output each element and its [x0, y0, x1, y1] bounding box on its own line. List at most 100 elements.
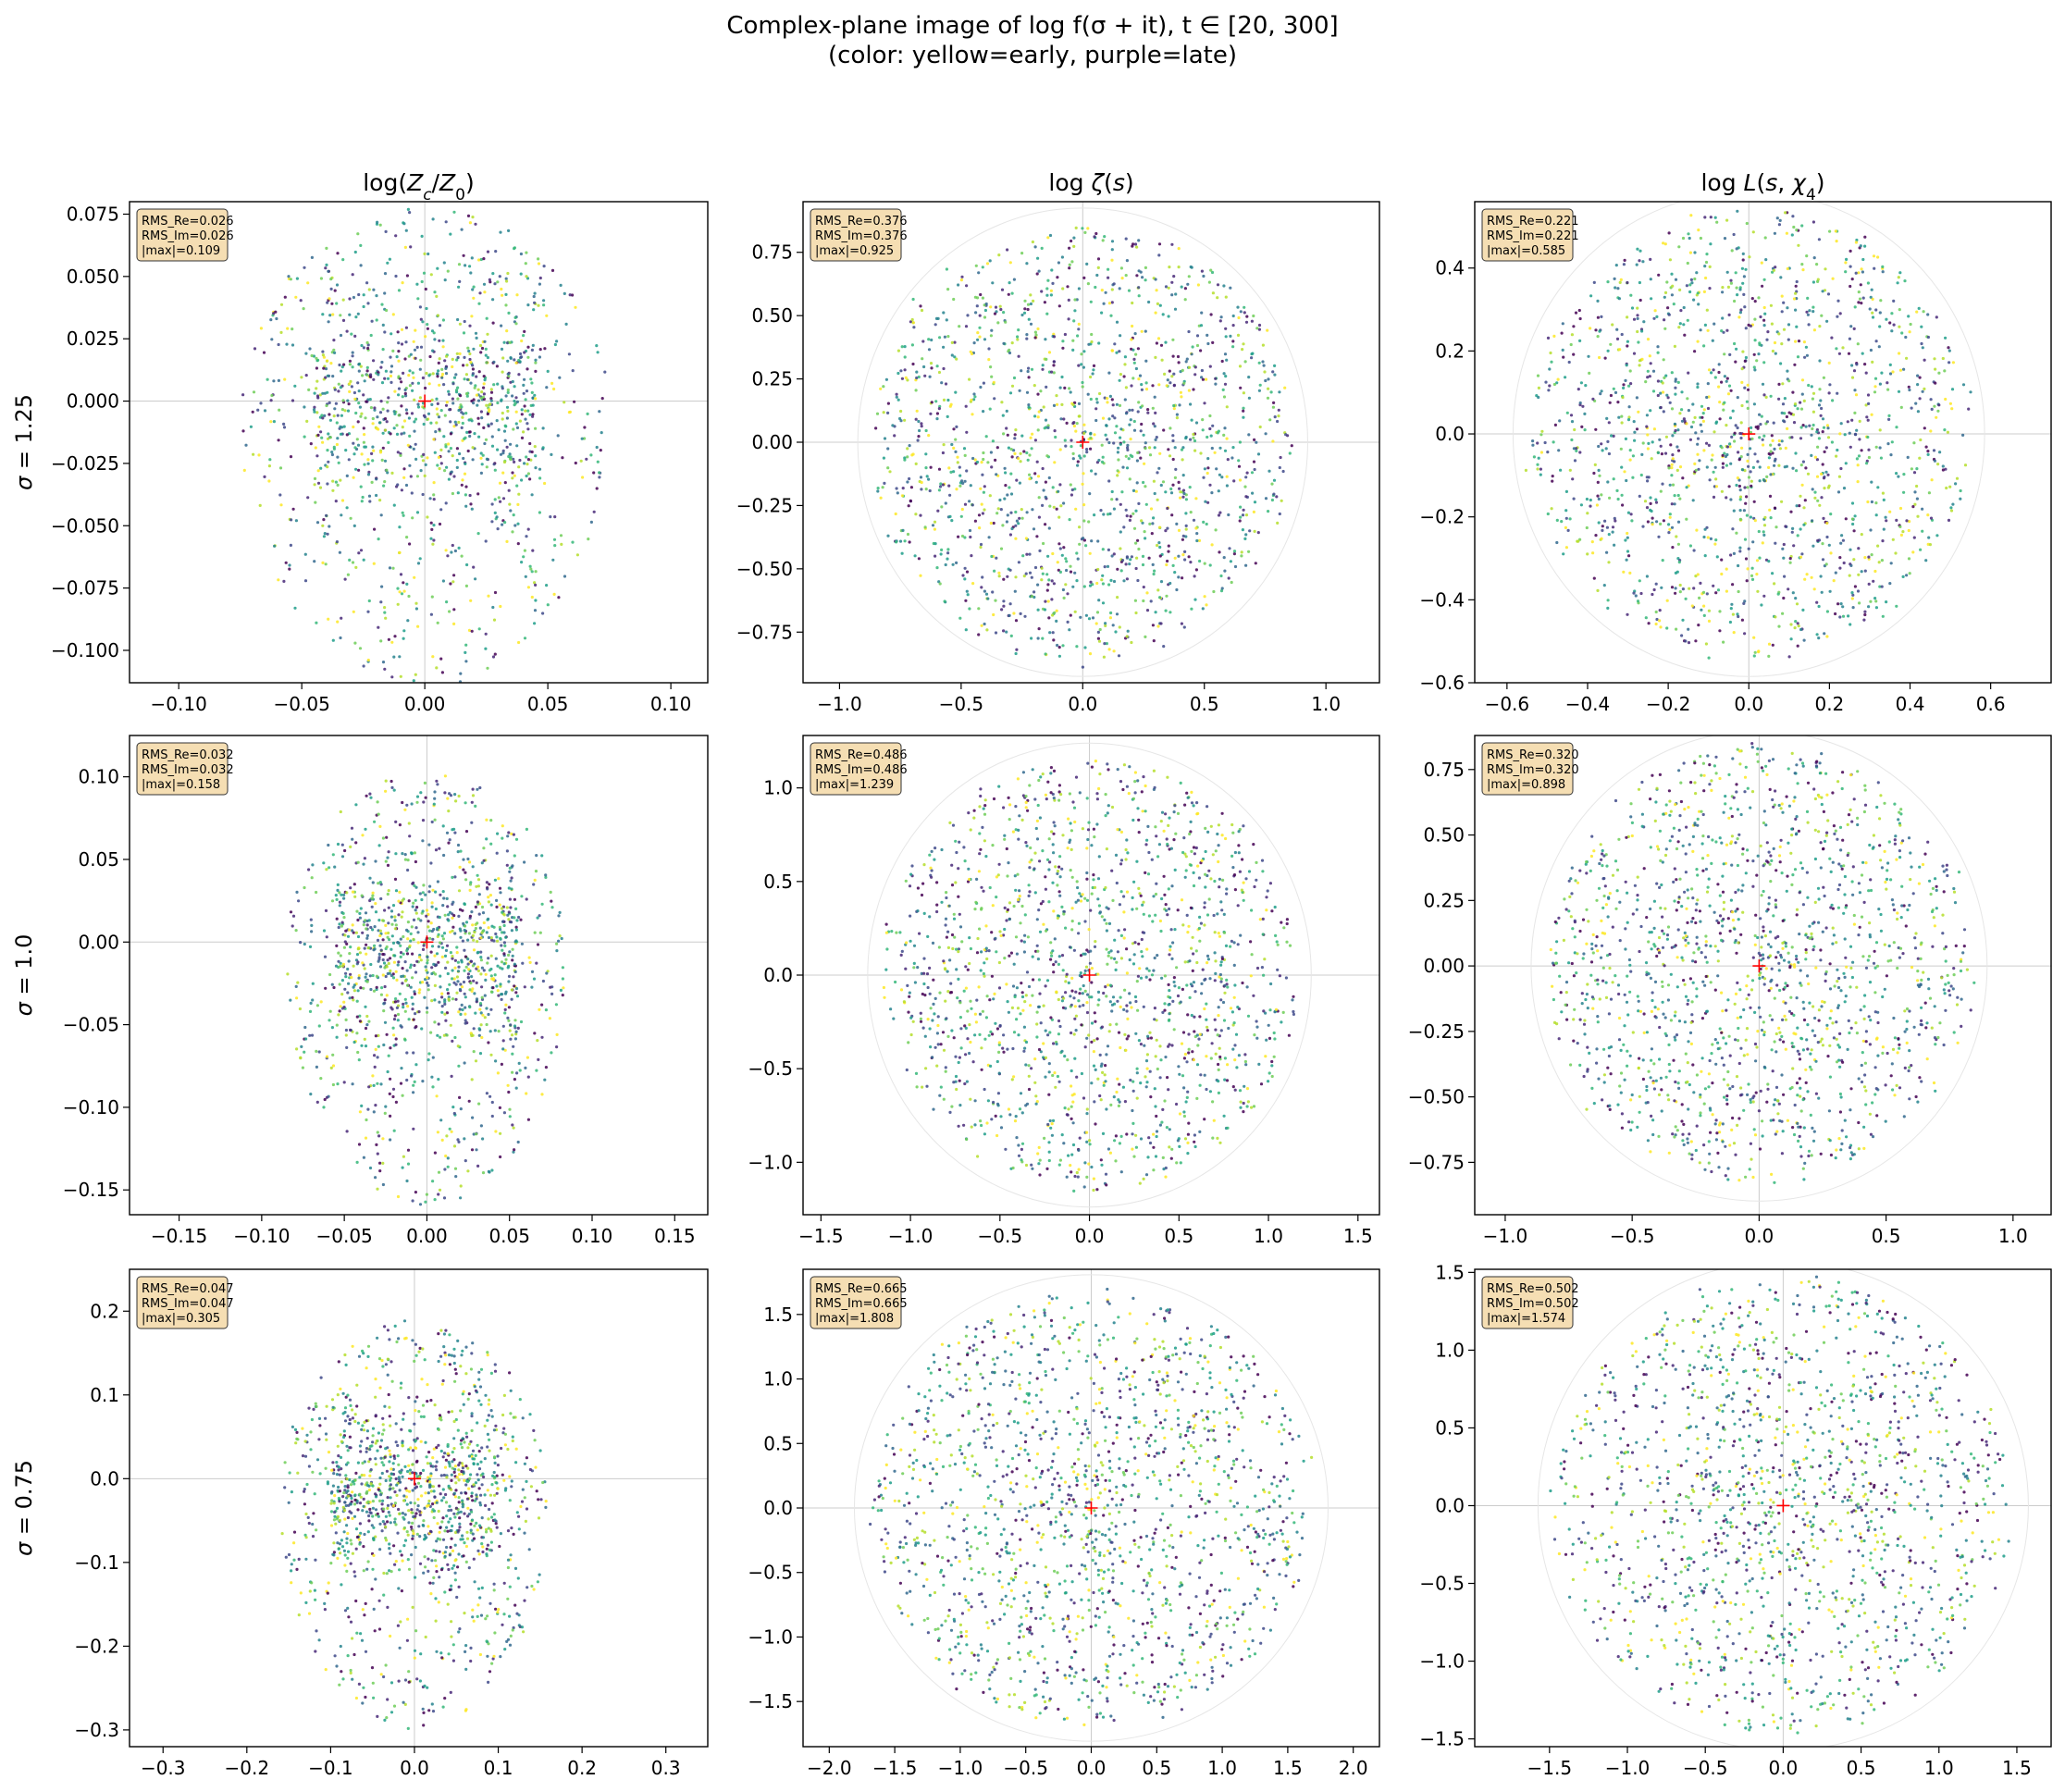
data-point: [1841, 605, 1845, 609]
data-point: [1737, 484, 1741, 488]
data-point: [1794, 597, 1798, 600]
data-point: [1627, 554, 1631, 558]
data-point: [950, 340, 954, 344]
data-point: [362, 862, 365, 866]
data-point: [449, 582, 452, 586]
data-point: [456, 355, 460, 360]
data-point: [1898, 525, 1902, 529]
data-point: [1043, 426, 1046, 430]
data-point: [485, 465, 488, 469]
data-point: [875, 412, 880, 415]
data-point: [484, 353, 488, 357]
data-point: [336, 437, 340, 440]
data-point: [1910, 467, 1913, 471]
data-point: [411, 381, 414, 385]
data-point: [900, 551, 904, 555]
data-point: [1659, 625, 1663, 629]
data-point: [514, 322, 518, 326]
data-point: [1646, 433, 1650, 437]
data-point: [592, 471, 596, 475]
data-point: [332, 447, 336, 451]
data-point: [973, 295, 977, 299]
data-point: [1758, 465, 1762, 469]
data-point: [288, 567, 291, 571]
data-point: [488, 1094, 492, 1098]
data-point: [1192, 518, 1196, 522]
data-point: [526, 303, 530, 307]
x-tick-label: −0.4: [1565, 693, 1611, 715]
data-point: [467, 418, 471, 422]
data-point: [433, 998, 437, 1002]
data-point: [969, 535, 972, 539]
data-point: [1766, 330, 1770, 334]
data-point: [1134, 489, 1138, 493]
data-point: [528, 441, 532, 446]
data-point: [1205, 603, 1208, 607]
data-point: [1735, 531, 1738, 535]
data-point: [295, 996, 299, 1000]
data-point: [473, 386, 476, 389]
data-point: [1732, 509, 1736, 513]
data-point: [330, 451, 334, 454]
data-point: [1133, 242, 1138, 246]
data-point: [456, 980, 460, 983]
y-tick-label: −0.50: [736, 558, 793, 580]
data-point: [938, 582, 942, 586]
data-point: [1878, 446, 1882, 450]
data-point: [1594, 328, 1598, 332]
data-point: [252, 452, 255, 456]
data-point: [1750, 297, 1754, 301]
data-point: [1721, 290, 1725, 294]
data-point: [1200, 311, 1204, 315]
data-point: [1585, 497, 1589, 501]
data-point: [1803, 355, 1807, 359]
data-point: [1668, 527, 1672, 532]
data-point: [381, 431, 385, 435]
data-point: [1131, 244, 1134, 248]
data-point: [1539, 467, 1542, 471]
data-point: [1818, 388, 1822, 391]
data-point: [1810, 453, 1813, 457]
data-point: [1943, 369, 1947, 373]
data-point: [1637, 410, 1640, 414]
data-point: [249, 425, 253, 428]
data-point: [1630, 519, 1634, 523]
data-point: [1109, 578, 1113, 583]
data-point: [1564, 489, 1568, 494]
data-point: [1678, 288, 1682, 291]
data-point: [332, 348, 336, 352]
data-point: [1171, 434, 1175, 438]
data-point: [1626, 511, 1630, 514]
data-point: [930, 366, 934, 370]
data-point: [1838, 566, 1842, 570]
data-point: [1023, 307, 1027, 311]
data-point: [1898, 325, 1901, 328]
data-point: [315, 387, 318, 390]
data-point: [1241, 513, 1245, 517]
data-point: [283, 377, 287, 381]
data-point: [348, 313, 352, 316]
data-point: [432, 438, 436, 441]
data-point: [335, 421, 339, 425]
data-point: [1647, 622, 1651, 625]
data-point: [924, 428, 928, 433]
data-point: [1631, 454, 1635, 458]
data-point: [1160, 358, 1164, 362]
data-point: [363, 463, 366, 466]
subplot-title: log L(s, χ4): [1700, 169, 1824, 204]
data-point: [1284, 433, 1288, 437]
data-point: [1756, 460, 1760, 463]
data-point: [998, 498, 1002, 502]
data-point: [1152, 516, 1156, 520]
data-point: [457, 965, 461, 969]
data-point: [972, 392, 976, 396]
data-point: [1900, 331, 1904, 335]
data-point: [1704, 642, 1708, 646]
data-point: [979, 292, 983, 297]
data-point: [1718, 610, 1722, 613]
data-point: [294, 519, 298, 523]
data-point: [339, 478, 342, 482]
data-point: [1678, 583, 1682, 587]
data-point: [1244, 320, 1249, 324]
data-point: [1874, 606, 1878, 610]
